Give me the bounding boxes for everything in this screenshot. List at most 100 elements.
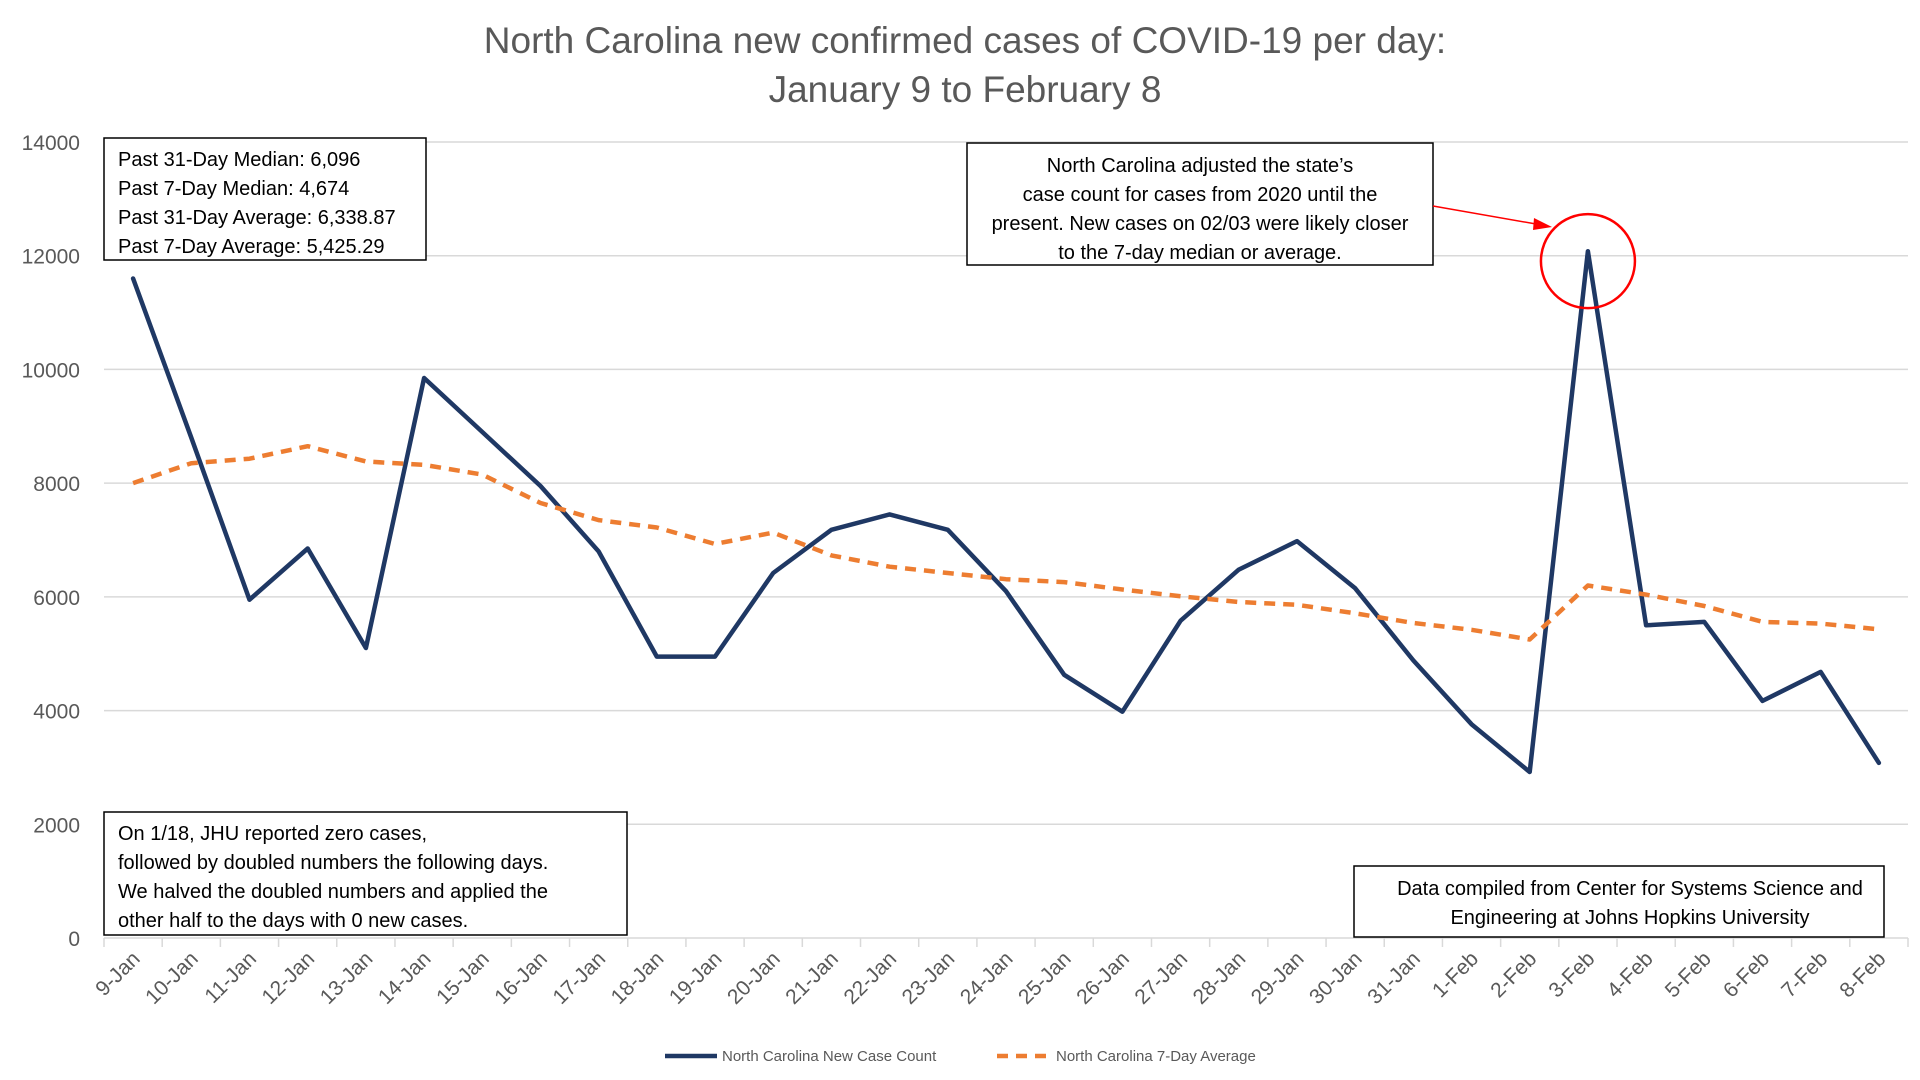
- data-point-7-day-average: [1179, 594, 1183, 598]
- x-tick-label: 13-Jan: [316, 947, 378, 1009]
- data-point-new-case-count: [1470, 722, 1474, 726]
- adjustment-note-line: present. New cases on 02/03 were likely …: [992, 213, 1409, 235]
- data-point-7-day-average: [655, 525, 659, 529]
- adjustment-note-line: North Carolina adjusted the state’s: [1047, 155, 1353, 177]
- data-point-7-day-average: [364, 460, 368, 464]
- stats-box-line: Past 31-Day Average: 6,338.87: [118, 207, 396, 229]
- x-tick-label: 27-Jan: [1130, 947, 1192, 1009]
- source-note: Data compiled from Center for Systems Sc…: [1353, 865, 1885, 938]
- legend-label-7-day-average: North Carolina 7-Day Average: [1056, 1048, 1256, 1065]
- data-point-7-day-average: [597, 518, 601, 522]
- annotations: Past 31-Day Median: 6,096 Past 7-Day Medi…: [103, 137, 1885, 938]
- jhu-note-line: other half to the days with 0 new cases.: [118, 910, 468, 932]
- x-tick-label: 11-Jan: [200, 947, 261, 1008]
- data-point-7-day-average: [1586, 583, 1590, 587]
- data-point-7-day-average: [247, 457, 251, 461]
- data-point-7-day-average: [1761, 620, 1765, 624]
- x-tick-label: 29-Jan: [1247, 947, 1309, 1009]
- data-point-7-day-average: [1004, 577, 1008, 581]
- data-point-new-case-count: [829, 528, 833, 532]
- data-point-7-day-average: [829, 553, 833, 557]
- source-note-line: Data compiled from Center for Systems Sc…: [1397, 878, 1863, 900]
- data-point-new-case-count: [1004, 589, 1008, 593]
- adjustment-note-line: to the 7-day median or average.: [1058, 242, 1342, 264]
- data-point-new-case-count: [1586, 249, 1590, 253]
- x-tick-label: 9-Jan: [91, 947, 144, 1000]
- data-point-7-day-average: [1528, 638, 1532, 642]
- data-point-7-day-average: [480, 473, 484, 477]
- x-tick-label: 3-Feb: [1544, 947, 1599, 1002]
- adjustment-note-line: case count for cases from 2020 until the: [1023, 184, 1378, 206]
- jhu-note-line: followed by doubled numbers the followin…: [118, 852, 548, 874]
- y-tick-label: 0: [68, 928, 80, 951]
- data-point-new-case-count: [946, 528, 950, 532]
- x-tick-label: 12-Jan: [258, 947, 320, 1009]
- highlight-circle: [1539, 212, 1637, 310]
- data-point-7-day-average: [1411, 621, 1415, 625]
- x-tick-label: 28-Jan: [1189, 947, 1251, 1009]
- data-point-7-day-average: [1120, 587, 1124, 591]
- data-point-new-case-count: [1877, 761, 1881, 765]
- data-point-7-day-average: [946, 571, 950, 575]
- data-point-7-day-average: [1819, 622, 1823, 626]
- data-point-7-day-average: [1470, 628, 1474, 632]
- x-tick-label: 7-Feb: [1777, 947, 1832, 1002]
- y-tick-label: 6000: [33, 587, 80, 610]
- data-point-new-case-count: [189, 436, 193, 440]
- x-tick-label: 21-Jan: [781, 947, 843, 1009]
- jhu-note-line: On 1/18, JHU reported zero cases,: [118, 823, 427, 845]
- x-tick-label: 19-Jan: [665, 947, 727, 1009]
- data-point-new-case-count: [1702, 620, 1706, 624]
- data-point-7-day-average: [771, 531, 775, 535]
- data-point-new-case-count: [1761, 699, 1765, 703]
- data-point-7-day-average: [888, 565, 892, 569]
- adjustment-note-border: [966, 142, 1434, 266]
- data-point-7-day-average: [538, 501, 542, 505]
- chart-title: North Carolina new confirmed cases of CO…: [484, 20, 1446, 61]
- jhu-note-line: We halved the doubled numbers and applie…: [118, 881, 548, 903]
- x-tick-label: 17-Jan: [549, 947, 611, 1009]
- x-tick-label: 10-Jan: [141, 947, 203, 1009]
- data-point-new-case-count: [1528, 770, 1532, 774]
- data-point-new-case-count: [713, 655, 717, 659]
- x-tick-label: 4-Feb: [1603, 947, 1658, 1002]
- y-tick-label: 14000: [22, 132, 80, 155]
- data-point-new-case-count: [1411, 659, 1415, 663]
- data-point-new-case-count: [1120, 710, 1124, 714]
- data-point-new-case-count: [306, 547, 310, 551]
- data-point-new-case-count: [771, 571, 775, 575]
- legend-label-new-case-count: North Carolina New Case Count: [722, 1048, 937, 1065]
- data-point-new-case-count: [538, 484, 542, 488]
- source-note-line: Engineering at Johns Hopkins University: [1450, 907, 1809, 929]
- y-tick-label: 4000: [33, 701, 80, 724]
- y-tick-label: 2000: [33, 814, 80, 837]
- data-point-new-case-count: [1819, 670, 1823, 674]
- data-point-7-day-average: [1702, 604, 1706, 608]
- data-point-new-case-count: [480, 430, 484, 434]
- data-point-new-case-count: [422, 376, 426, 380]
- x-tick-label: 25-Jan: [1014, 947, 1076, 1009]
- data-point-7-day-average: [1295, 603, 1299, 607]
- x-tick-label: 14-Jan: [374, 947, 436, 1009]
- data-point-7-day-average: [713, 542, 717, 546]
- x-tick-label: 22-Jan: [839, 947, 901, 1009]
- data-point-7-day-average: [1237, 600, 1241, 604]
- stats-box-line: Past 31-Day Median: 6,096: [118, 149, 360, 171]
- x-tick-label: 2-Feb: [1486, 947, 1541, 1002]
- series-line-new-case-count: [130, 248, 1882, 775]
- data-point-7-day-average: [131, 481, 135, 485]
- x-tick-label: 31-Jan: [1363, 947, 1425, 1009]
- y-tick-label: 12000: [22, 246, 80, 269]
- data-point-7-day-average: [306, 444, 310, 448]
- stats-box-line: Past 7-Day Median: 4,674: [118, 178, 349, 200]
- data-point-new-case-count: [247, 598, 251, 602]
- x-tick-label: 30-Jan: [1305, 947, 1367, 1009]
- y-tick-label: 8000: [33, 473, 80, 496]
- data-point-7-day-average: [1644, 593, 1648, 597]
- data-point-new-case-count: [1237, 568, 1241, 572]
- jhu-note: On 1/18, JHU reported zero cases, followe…: [103, 811, 628, 936]
- source-note-border: [1353, 865, 1885, 938]
- data-point-new-case-count: [888, 512, 892, 516]
- data-point-7-day-average: [189, 461, 193, 465]
